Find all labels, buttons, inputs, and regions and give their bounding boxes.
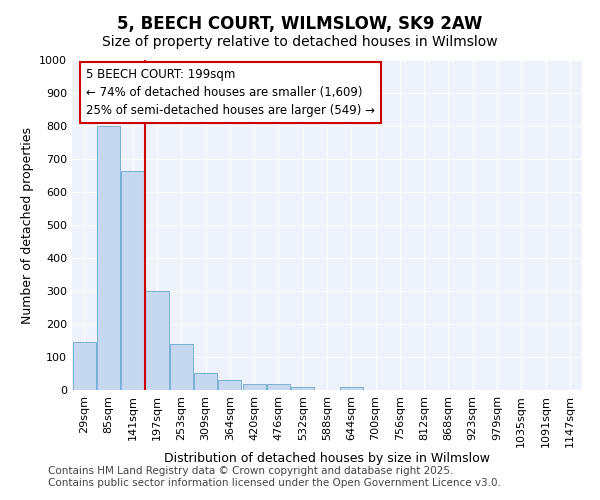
Text: 5 BEECH COURT: 199sqm
← 74% of detached houses are smaller (1,609)
25% of semi-d: 5 BEECH COURT: 199sqm ← 74% of detached …: [86, 68, 375, 117]
Bar: [267, 384, 290, 390]
Text: Contains HM Land Registry data © Crown copyright and database right 2025.
Contai: Contains HM Land Registry data © Crown c…: [48, 466, 501, 487]
Y-axis label: Number of detached properties: Number of detached properties: [20, 126, 34, 324]
Text: Size of property relative to detached houses in Wilmslow: Size of property relative to detached ho…: [102, 35, 498, 49]
X-axis label: Distribution of detached houses by size in Wilmslow: Distribution of detached houses by size …: [164, 452, 490, 466]
Bar: [242, 384, 266, 390]
Bar: [97, 126, 120, 390]
Bar: [291, 386, 314, 390]
Text: 5, BEECH COURT, WILMSLOW, SK9 2AW: 5, BEECH COURT, WILMSLOW, SK9 2AW: [118, 15, 482, 33]
Bar: [145, 291, 169, 390]
Bar: [194, 373, 217, 390]
Bar: [121, 170, 144, 390]
Bar: [73, 342, 95, 390]
Bar: [170, 344, 193, 390]
Bar: [340, 386, 363, 390]
Bar: [218, 380, 241, 390]
